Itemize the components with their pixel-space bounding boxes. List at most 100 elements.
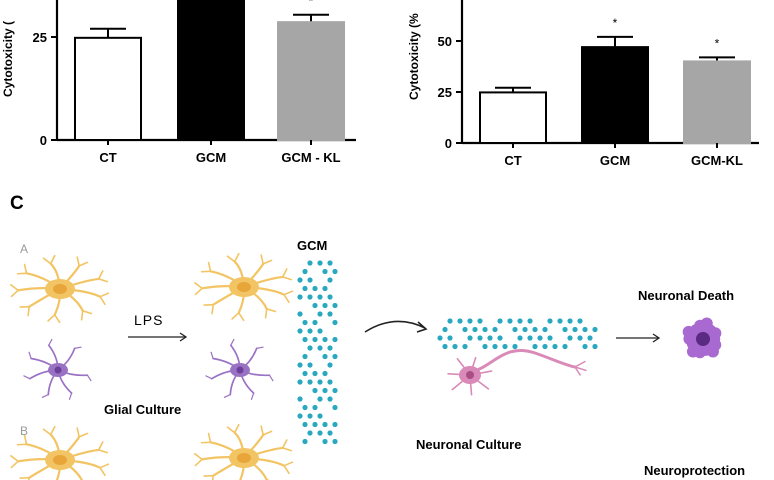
gcm-dot xyxy=(322,302,328,309)
gcm-dot xyxy=(297,311,303,317)
astrocyte-a2 xyxy=(194,252,294,322)
gcm-dot xyxy=(302,353,308,360)
gcm-dot xyxy=(447,335,453,341)
gcm-dot xyxy=(332,302,338,309)
astrocyte-branch xyxy=(260,425,273,436)
astrocyte-branch xyxy=(281,268,293,281)
gcm-dot xyxy=(472,326,478,333)
bar-chart-right: 0 25 50 Cytotoxicity (% CT GCM * GCM-KL * xyxy=(407,0,759,168)
neuron-terminal xyxy=(574,360,586,368)
astrocyte-branch xyxy=(16,434,28,446)
microglia-a1 xyxy=(23,338,92,400)
x-tick-label-2: GCM - KL xyxy=(281,150,340,165)
astrocyte-nucleus xyxy=(237,453,251,463)
gcm-dot xyxy=(332,353,338,360)
astrocyte-branch xyxy=(16,263,28,275)
gcm-dot xyxy=(327,396,333,402)
gcm-dot xyxy=(307,345,313,351)
curved-arrow-head xyxy=(416,321,428,333)
astrocyte-branch xyxy=(203,303,215,315)
gcm-dot xyxy=(467,318,473,324)
microglia-nucleus xyxy=(236,366,244,374)
astrocyte-branch xyxy=(98,292,110,306)
gcm-dot xyxy=(332,438,338,445)
microglia-branch xyxy=(205,375,212,380)
neuron-terminal xyxy=(574,366,587,372)
gcm-dot xyxy=(332,319,338,326)
astrocyte-branch xyxy=(10,455,20,469)
microglia-a2 xyxy=(205,338,274,400)
gcm-dot xyxy=(302,336,308,343)
gcm-dot xyxy=(437,335,443,341)
gcm-dot xyxy=(312,285,318,292)
gcm-dot xyxy=(327,379,333,385)
gcm-dot xyxy=(307,379,313,385)
gcm-dot xyxy=(332,387,338,394)
gcm-dot xyxy=(467,335,473,341)
microglia-branch xyxy=(28,351,32,359)
gcm-dot xyxy=(492,343,498,350)
gcm-dot xyxy=(442,326,448,333)
gcm-label: GCM xyxy=(297,238,328,253)
gcm-dot xyxy=(322,353,328,360)
x-tick-label-0: CT xyxy=(99,150,116,165)
x-tick-label-1: GCM xyxy=(600,153,630,168)
gcm-dot xyxy=(312,336,318,343)
gcm-dot xyxy=(537,335,543,341)
astrocyte-branch xyxy=(194,453,204,467)
gcm-dot xyxy=(492,326,498,333)
gcm-dot xyxy=(317,413,323,419)
bar-1 xyxy=(177,0,245,141)
gcm-dot xyxy=(517,318,523,324)
gcm-dot xyxy=(477,335,483,341)
x-tick-label-2: GCM-KL xyxy=(691,153,743,168)
lps-arrow-head xyxy=(179,332,188,342)
gcm-dot xyxy=(582,326,588,333)
gcm-dot xyxy=(512,343,518,350)
astrocyte-nucleus xyxy=(237,282,251,292)
death-arrow-head xyxy=(652,333,661,343)
astrocyte-branch xyxy=(42,425,56,436)
microglia-branch xyxy=(48,338,53,346)
gcm-dot xyxy=(552,343,558,350)
gcm-dot xyxy=(317,430,323,436)
microglia-branch xyxy=(68,392,73,400)
neuron-axon xyxy=(468,348,577,375)
gcm-dot xyxy=(562,343,568,350)
gcm-dot xyxy=(502,343,508,350)
gcm-dot xyxy=(312,370,318,377)
dead-cell-nucleus xyxy=(696,332,710,346)
bar-1 xyxy=(581,46,649,144)
astrocyte-branch xyxy=(264,307,277,319)
astrocyte-branch xyxy=(203,474,215,480)
gcm-dot xyxy=(297,277,303,283)
astrocyte-branch xyxy=(19,305,31,317)
microglia-branch xyxy=(41,394,49,399)
gcm-dot xyxy=(327,294,333,300)
astrocyte-branch xyxy=(260,254,273,265)
gcm-dot xyxy=(307,260,313,266)
y-tick-label-0: 0 xyxy=(445,136,452,151)
astrocyte-a1 xyxy=(10,254,110,324)
gcm-dot xyxy=(302,319,308,326)
gcm-dot xyxy=(322,387,328,394)
astrocyte-branch xyxy=(282,461,294,475)
microglia-branch xyxy=(268,374,274,382)
gcm-dot xyxy=(297,413,303,419)
microglia-branch xyxy=(74,346,82,349)
gcm-dot xyxy=(302,285,308,292)
astrocyte-branch xyxy=(98,463,110,477)
gcm-dot xyxy=(317,294,323,300)
gcm-dot xyxy=(307,430,313,436)
astrocyte-b2 xyxy=(194,423,294,480)
astrocyte-branch xyxy=(76,427,89,438)
gcm-dot xyxy=(592,343,598,350)
gcm-dot xyxy=(487,335,493,341)
gcm-dot xyxy=(532,343,538,350)
gcm-dot xyxy=(482,343,488,350)
gcm-dot xyxy=(557,318,563,324)
x-tick-label-0: CT xyxy=(504,153,521,168)
gcm-dot xyxy=(517,335,523,341)
gcm-dot xyxy=(327,362,333,368)
gcm-dot xyxy=(547,318,553,324)
